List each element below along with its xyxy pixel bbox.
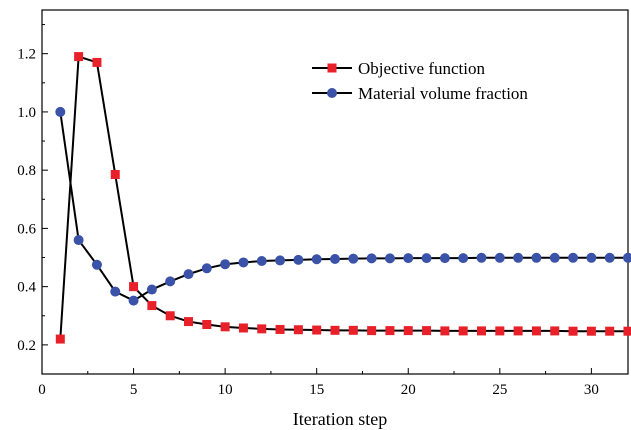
y-axis-ticks: 0.2 0.4 0.6 0.8 1.0 1.2 [17,24,48,354]
legend-marker-objective-function [327,63,337,73]
data-point-objective-function [55,334,65,344]
x-tick-label: 10 [218,382,233,398]
data-point-material-volume-fraction [293,254,304,265]
data-point-objective-function [220,322,230,332]
legend: Objective function Material volume fract… [312,59,528,103]
data-point-objective-function [348,325,358,335]
data-point-material-volume-fraction [494,252,505,263]
legend-marker-material-volume-fraction [327,88,337,98]
data-point-material-volume-fraction [623,252,631,263]
data-point-objective-function [275,324,285,334]
series-layer [55,52,631,344]
series-line-material-volume-fraction [59,111,628,302]
y-tick-label: 1.2 [17,47,36,63]
series-line-objective-function [59,55,628,340]
x-tick-label: 20 [401,382,416,398]
data-point-material-volume-fraction [146,284,157,295]
data-point-objective-function [330,325,340,335]
data-point-material-volume-fraction [91,259,102,270]
y-tick-label: 0.2 [17,338,36,354]
data-point-objective-function [623,326,631,336]
data-point-material-volume-fraction [403,253,414,264]
data-point-material-volume-fraction [384,253,395,264]
data-point-material-volume-fraction [604,252,615,263]
data-point-material-volume-fraction [549,252,560,263]
y-tick-label: 0.6 [17,221,36,237]
data-point-material-volume-fraction [531,252,542,263]
x-tick-label: 15 [309,382,324,398]
data-point-objective-function [477,326,486,336]
data-point-material-volume-fraction [330,253,340,264]
data-point-material-volume-fraction [439,253,450,264]
data-point-objective-function [385,326,395,336]
data-point-objective-function [110,170,120,180]
data-point-material-volume-fraction [220,259,231,270]
legend-label-material-volume-fraction: Material volume fraction [358,84,528,103]
data-point-objective-function [74,52,84,62]
legend-entry-material-volume-fraction: Material volume fraction [312,84,528,103]
data-point-objective-function [184,317,193,327]
data-point-objective-function [238,323,248,333]
data-point-material-volume-fraction [586,252,597,263]
data-point-material-volume-fraction [183,269,194,280]
data-point-objective-function [92,57,102,67]
data-point-objective-function [367,326,377,336]
data-point-material-volume-fraction [110,286,121,297]
data-point-objective-function [129,282,139,292]
data-point-objective-function [257,324,267,334]
data-point-objective-function [312,325,322,335]
data-point-material-volume-fraction [238,257,249,268]
data-point-material-volume-fraction [311,254,322,265]
data-point-objective-function [458,326,468,336]
x-axis-ticks: 0 5 10 15 20 25 30 [38,368,599,398]
x-axis-title: Iteration step [293,409,387,429]
y-tick-label: 0.8 [17,163,36,179]
data-point-material-volume-fraction [55,106,66,117]
data-point-objective-function [293,325,303,335]
legend-entry-objective-function: Objective function [312,59,485,78]
data-point-material-volume-fraction [513,252,524,263]
data-point-objective-function [531,326,541,336]
data-point-material-volume-fraction [366,253,377,264]
data-point-material-volume-fraction [568,252,579,263]
data-point-material-volume-fraction [458,253,469,264]
data-point-objective-function [403,326,413,336]
data-point-material-volume-fraction [421,253,432,264]
legend-label-objective-function: Objective function [358,59,485,78]
data-point-objective-function [550,326,560,336]
x-tick-label: 0 [38,382,46,398]
data-point-material-volume-fraction [275,255,286,266]
data-point-objective-function [495,326,505,336]
data-point-material-volume-fraction [201,263,212,274]
data-point-objective-function [165,311,175,321]
x-tick-label: 30 [584,382,599,398]
data-point-material-volume-fraction [73,235,84,246]
data-point-material-volume-fraction [256,256,267,267]
data-point-material-volume-fraction [165,276,176,287]
data-point-objective-function [513,326,523,336]
plot-area [41,9,629,375]
x-tick-label: 5 [130,382,138,398]
data-point-material-volume-fraction [476,252,487,263]
data-point-objective-function [440,326,450,336]
y-tick-label: 0.4 [17,280,36,296]
x-tick-label: 25 [492,382,507,398]
data-point-material-volume-fraction [128,295,139,306]
data-point-objective-function [568,326,578,336]
data-point-objective-function [202,319,212,329]
data-point-material-volume-fraction [348,253,359,264]
data-point-objective-function [586,326,596,336]
y-tick-label: 1.0 [17,105,36,121]
data-point-objective-function [605,326,615,336]
data-point-objective-function [422,326,432,336]
data-point-objective-function [147,301,157,311]
